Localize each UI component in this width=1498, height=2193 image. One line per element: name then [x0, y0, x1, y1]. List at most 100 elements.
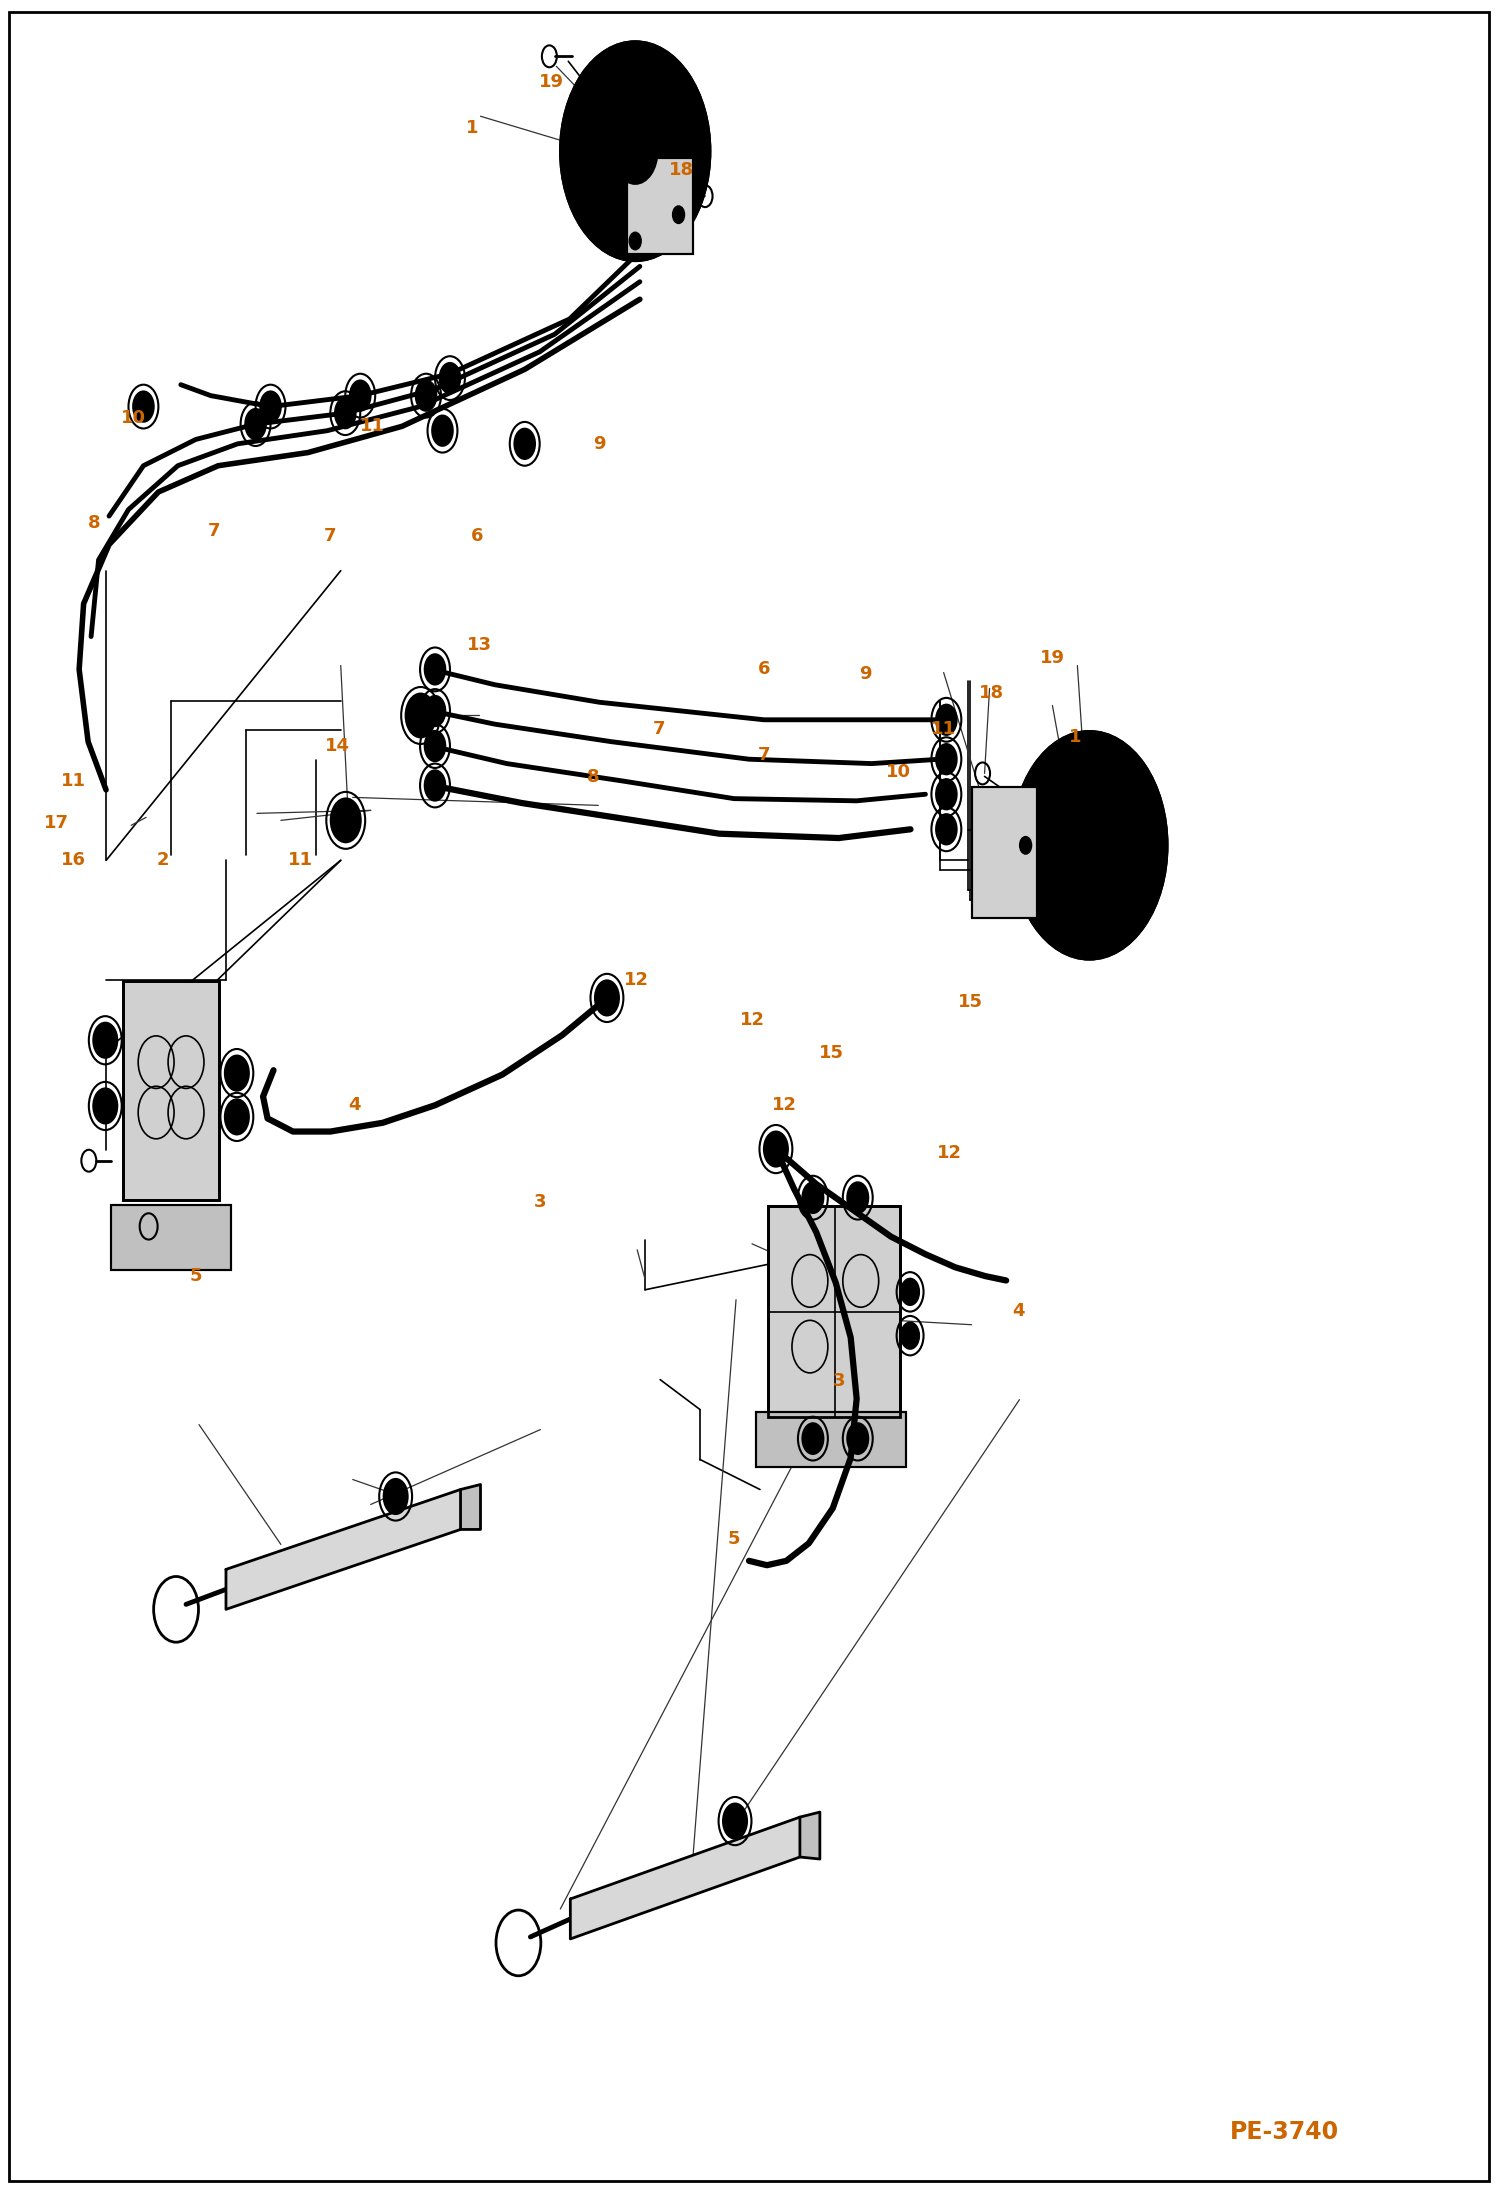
Circle shape [1083, 743, 1095, 761]
Bar [123, 980, 219, 1200]
Circle shape [133, 390, 154, 421]
Polygon shape [800, 1811, 819, 1860]
Circle shape [629, 53, 641, 70]
Circle shape [902, 1322, 920, 1349]
Bar [972, 787, 1038, 919]
Text: 19: 19 [1040, 649, 1065, 667]
Text: 7: 7 [758, 746, 770, 763]
Bar [111, 1204, 231, 1270]
Text: 1: 1 [466, 118, 479, 138]
Text: 6: 6 [758, 660, 770, 678]
Polygon shape [460, 1485, 481, 1529]
Text: 10: 10 [120, 408, 145, 425]
Text: 7: 7 [324, 526, 337, 544]
Text: 7: 7 [207, 522, 220, 539]
Circle shape [691, 143, 703, 160]
Text: 4: 4 [348, 1096, 361, 1114]
Circle shape [560, 42, 710, 261]
Text: 7: 7 [653, 719, 665, 737]
Bar [123, 980, 219, 1200]
Bar [972, 787, 1038, 919]
Polygon shape [571, 1818, 800, 1939]
Text: 8: 8 [88, 513, 100, 531]
Circle shape [331, 798, 361, 842]
Circle shape [424, 770, 445, 800]
Circle shape [673, 79, 685, 96]
Bar [756, 1412, 906, 1467]
Circle shape [613, 118, 658, 184]
Circle shape [936, 814, 957, 844]
Text: 6: 6 [470, 526, 484, 544]
Circle shape [225, 1055, 249, 1090]
Text: 8: 8 [587, 768, 599, 785]
Text: 1: 1 [1068, 728, 1082, 746]
Text: 12: 12 [625, 971, 649, 989]
Text: 15: 15 [819, 1044, 843, 1061]
Bar [628, 158, 694, 254]
Text: 16: 16 [60, 851, 85, 868]
Circle shape [1038, 770, 1050, 787]
Circle shape [936, 704, 957, 735]
Text: 9: 9 [593, 434, 605, 452]
Circle shape [383, 1478, 407, 1513]
Circle shape [349, 379, 370, 410]
Circle shape [1067, 811, 1113, 879]
Circle shape [424, 730, 445, 761]
Circle shape [936, 743, 957, 774]
Circle shape [424, 695, 445, 726]
Text: 18: 18 [978, 684, 1004, 702]
Circle shape [724, 1803, 748, 1838]
Circle shape [439, 362, 460, 393]
Circle shape [406, 693, 436, 737]
Text: 11: 11 [360, 417, 385, 434]
Circle shape [93, 1022, 117, 1057]
Text: 9: 9 [860, 664, 872, 682]
Text: PE-3740: PE-3740 [1230, 2121, 1339, 2145]
Circle shape [803, 1423, 824, 1454]
Text: 18: 18 [670, 160, 694, 180]
Circle shape [586, 79, 598, 96]
Circle shape [93, 1088, 117, 1123]
Circle shape [1128, 904, 1140, 921]
Circle shape [586, 206, 598, 224]
Circle shape [568, 143, 580, 160]
Circle shape [1128, 770, 1140, 787]
Text: 3: 3 [533, 1193, 545, 1211]
Circle shape [246, 408, 267, 439]
Bar [756, 1412, 906, 1467]
Text: 15: 15 [957, 993, 983, 1011]
Circle shape [902, 1279, 920, 1305]
Text: 4: 4 [1011, 1303, 1025, 1320]
Text: 10: 10 [885, 763, 911, 781]
Circle shape [848, 1182, 869, 1213]
Circle shape [764, 1132, 788, 1167]
Text: 19: 19 [539, 72, 565, 92]
Circle shape [336, 397, 355, 428]
Text: 11: 11 [60, 772, 85, 789]
Circle shape [415, 379, 436, 410]
Text: 12: 12 [773, 1096, 797, 1114]
Text: 12: 12 [740, 1011, 764, 1029]
Text: 11: 11 [930, 719, 956, 737]
Text: 5: 5 [728, 1531, 740, 1548]
Circle shape [1020, 836, 1032, 853]
Bar [111, 1204, 231, 1270]
Text: 14: 14 [325, 737, 351, 754]
Polygon shape [226, 1489, 460, 1610]
Circle shape [1083, 930, 1095, 947]
Text: 11: 11 [288, 851, 313, 868]
Circle shape [1147, 836, 1159, 853]
Circle shape [848, 1423, 869, 1454]
Text: 5: 5 [190, 1268, 202, 1285]
Bar [628, 158, 694, 254]
Circle shape [261, 390, 282, 421]
Bar [768, 1206, 900, 1417]
Circle shape [936, 779, 957, 809]
Circle shape [225, 1099, 249, 1134]
Text: 12: 12 [936, 1145, 962, 1162]
Circle shape [514, 428, 535, 458]
Circle shape [1011, 732, 1167, 958]
Circle shape [424, 654, 445, 684]
Circle shape [673, 206, 685, 224]
Text: 3: 3 [833, 1373, 845, 1390]
